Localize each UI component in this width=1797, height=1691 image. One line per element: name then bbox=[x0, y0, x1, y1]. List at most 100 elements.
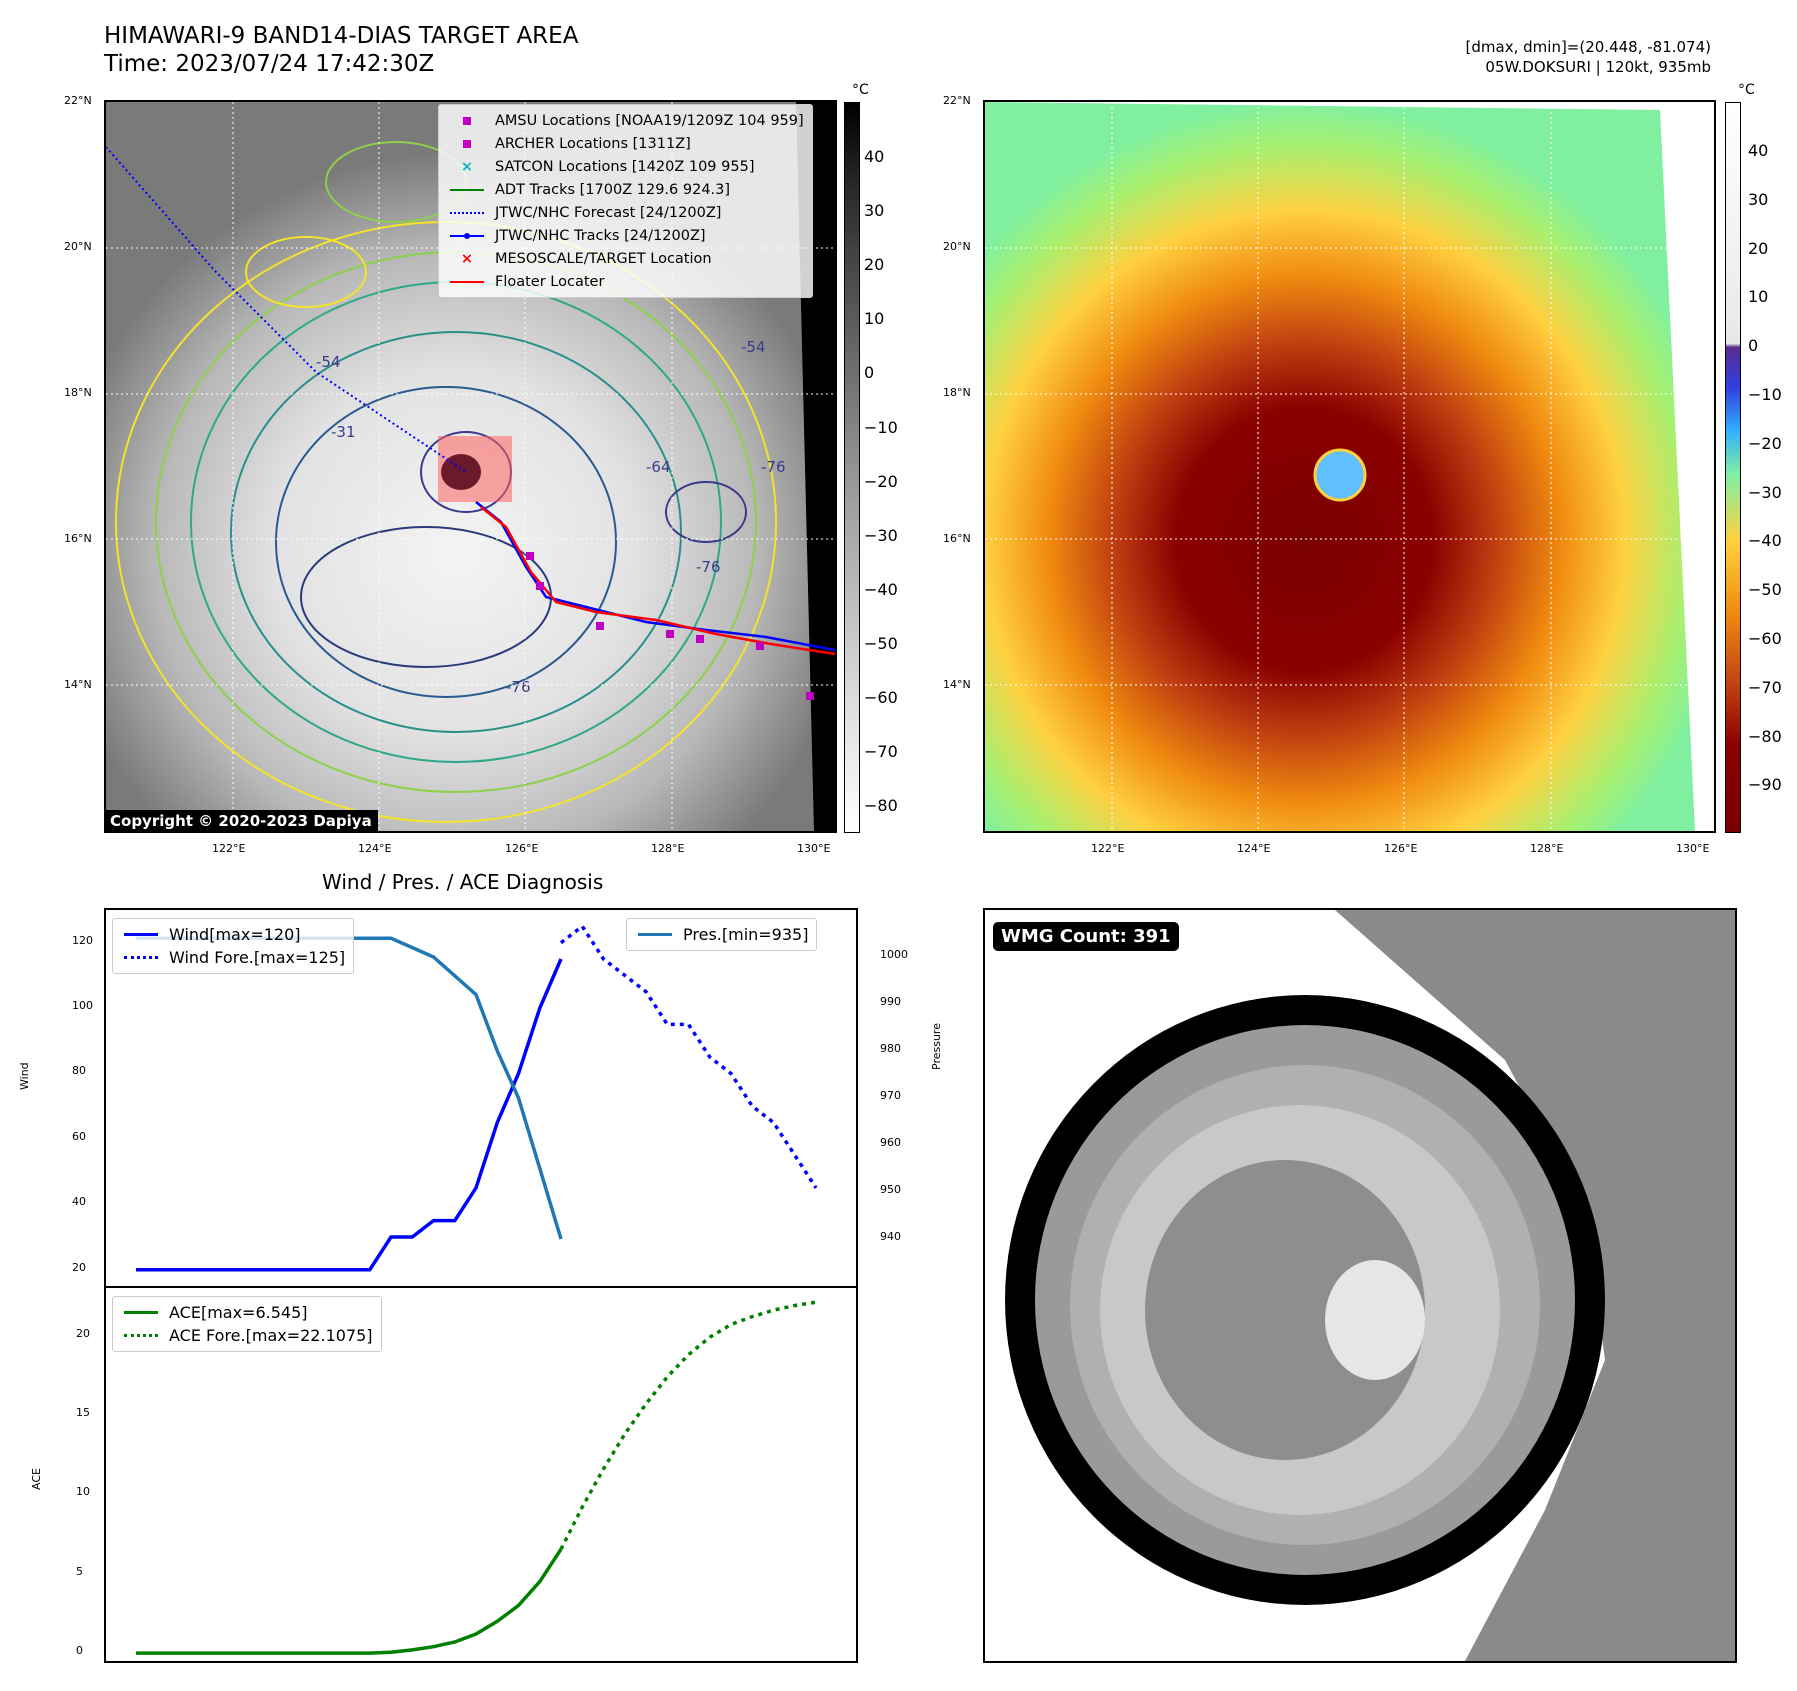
colorbar-tick: −20 bbox=[1748, 433, 1782, 453]
legend-label: ACE[max=6.545] bbox=[169, 1303, 308, 1322]
lat-tick: 20°N bbox=[943, 240, 971, 253]
colorbar-tick: −20 bbox=[864, 471, 898, 491]
colorbar-tick: 0 bbox=[864, 363, 875, 383]
pressure-axis-label: Pressure bbox=[930, 1023, 943, 1070]
lat-tick: 22°N bbox=[64, 94, 92, 107]
wind-y-tick: 40 bbox=[72, 1195, 86, 1209]
ace-y-tick: 20 bbox=[76, 1326, 90, 1340]
track-legend: AMSU Locations [NOAA19/1209Z 104 959] AR… bbox=[438, 104, 813, 298]
forecast-track bbox=[106, 146, 467, 473]
pressure-y-tick: 970 bbox=[880, 1089, 901, 1102]
colorbar-tick: −80 bbox=[864, 796, 898, 816]
lon-tick: 124°E bbox=[358, 842, 392, 855]
square-marker-icon bbox=[447, 116, 487, 125]
colorbar-tick: −10 bbox=[864, 417, 898, 437]
dotted-line-icon bbox=[121, 956, 161, 959]
lon-tick: 122°E bbox=[212, 842, 246, 855]
storm-info: 05W.DOKSURI | 120kt, 935mb bbox=[1485, 58, 1711, 76]
jtwc-track bbox=[475, 501, 835, 652]
pressure-legend: Pres.[min=935] bbox=[626, 918, 818, 951]
series-line-0 bbox=[136, 1548, 563, 1655]
contour-label: -54 bbox=[316, 353, 341, 371]
contour-label: -64 bbox=[646, 458, 671, 476]
legend-item: Wind[max=120] bbox=[121, 923, 345, 946]
lon-tick: 130°E bbox=[797, 842, 831, 855]
wind-y-tick: 20 bbox=[72, 1260, 86, 1274]
colorbar-tick: −70 bbox=[864, 742, 898, 762]
lon-tick: 122°E bbox=[1091, 842, 1125, 855]
legend-label: JTWC/NHC Forecast [24/1200Z] bbox=[495, 204, 722, 221]
colorbar-tick: −40 bbox=[1748, 531, 1782, 551]
contour-label: -76 bbox=[761, 458, 786, 476]
colorbar-tick: 10 bbox=[864, 309, 885, 329]
wind-legend: Wind[max=120] Wind Fore.[max=125] bbox=[112, 918, 355, 974]
pressure-y-tick: 960 bbox=[880, 1136, 901, 1149]
wmg-count-badge: WMG Count: 391 bbox=[993, 922, 1179, 951]
legend-label: AMSU Locations [NOAA19/1209Z 104 959] bbox=[495, 112, 804, 129]
lon-tick: 126°E bbox=[1384, 842, 1418, 855]
colorbar-tick: −50 bbox=[864, 633, 898, 653]
pressure-y-tick: 1000 bbox=[880, 948, 908, 961]
pressure-y-tick: 950 bbox=[880, 1183, 901, 1196]
line-marker-icon bbox=[447, 188, 487, 191]
colorbar-tick: 20 bbox=[1748, 238, 1769, 258]
series-line-1 bbox=[559, 1300, 817, 1550]
lat-tick: 16°N bbox=[64, 532, 92, 545]
colorbar-tick: 0 bbox=[1748, 336, 1759, 356]
pressure-y-tick: 940 bbox=[880, 1230, 901, 1243]
legend-item: JTWC/NHC Tracks [24/1200Z] bbox=[447, 224, 804, 247]
legend-item: × SATCON Locations [1420Z 109 955] bbox=[447, 155, 804, 178]
solid-line-icon bbox=[121, 933, 161, 936]
contour-label: -76 bbox=[696, 558, 721, 576]
colorbar-tick: −10 bbox=[1748, 385, 1782, 404]
colorbar-tick: −70 bbox=[1748, 677, 1782, 697]
colorbar-tick: −30 bbox=[1748, 482, 1782, 502]
wind-y-tick: 100 bbox=[72, 999, 93, 1013]
ace-chart bbox=[104, 1286, 858, 1663]
storm-eye bbox=[1313, 448, 1367, 502]
contour-label: -31 bbox=[331, 423, 356, 441]
colorbar-tick: −90 bbox=[1748, 775, 1782, 795]
diagnosis-title: Wind / Pres. / ACE Diagnosis bbox=[322, 870, 604, 894]
ace-y-tick: 10 bbox=[76, 1485, 90, 1499]
dotted-line-icon bbox=[447, 211, 487, 214]
colorbar-tick: −80 bbox=[1748, 726, 1782, 746]
wind-y-tick: 60 bbox=[72, 1129, 86, 1143]
colorbar-tick: −30 bbox=[864, 525, 898, 545]
legend-item: ADT Tracks [1700Z 129.6 924.3] bbox=[447, 178, 804, 201]
legend-item: ACE Fore.[max=22.1075] bbox=[121, 1324, 373, 1347]
lat-tick: 20°N bbox=[64, 240, 92, 253]
dotted-line-icon bbox=[121, 1334, 161, 1337]
dmax-dmin-info: [dmax, dmin]=(20.448, -81.074) bbox=[1465, 38, 1711, 56]
contour-label: -54 bbox=[741, 338, 766, 356]
x-marker-icon: × bbox=[460, 158, 474, 175]
ace-y-tick: 5 bbox=[76, 1564, 83, 1578]
colorbar-tick: 30 bbox=[864, 201, 885, 221]
colorbar-tick: 20 bbox=[864, 255, 885, 275]
legend-item: Floater Locater bbox=[447, 270, 804, 293]
legend-label: Wind[max=120] bbox=[169, 925, 301, 944]
legend-label: ARCHER Locations [1311Z] bbox=[495, 135, 691, 152]
legend-item: × MESOSCALE/TARGET Location bbox=[447, 247, 804, 270]
square-marker-icon bbox=[447, 139, 487, 148]
lat-tick: 22°N bbox=[943, 94, 971, 107]
lat-tick: 14°N bbox=[943, 678, 971, 691]
ir-color-map bbox=[983, 100, 1716, 833]
contour-label: -76 bbox=[506, 678, 531, 696]
lon-tick: 128°E bbox=[1530, 842, 1564, 855]
series-line-2 bbox=[136, 936, 563, 1240]
colorbar-tick: 30 bbox=[1748, 189, 1769, 209]
colorbar-tick: −40 bbox=[864, 579, 898, 599]
colorbar-tick: 40 bbox=[1748, 141, 1769, 160]
series-line-1 bbox=[559, 923, 818, 1189]
floater-track bbox=[480, 506, 835, 656]
lat-tick: 14°N bbox=[64, 678, 92, 691]
colorbar-tick: −60 bbox=[864, 688, 898, 707]
ace-legend: ACE[max=6.545] ACE Fore.[max=22.1075] bbox=[112, 1296, 382, 1352]
legend-item: Wind Fore.[max=125] bbox=[121, 946, 345, 969]
legend-label: Pres.[min=935] bbox=[683, 925, 809, 944]
solid-line-icon bbox=[121, 1311, 161, 1314]
colorbar-tick: −50 bbox=[1748, 580, 1782, 600]
ace-axis-label: ACE bbox=[30, 1468, 43, 1490]
lon-tick: 124°E bbox=[1237, 842, 1271, 855]
